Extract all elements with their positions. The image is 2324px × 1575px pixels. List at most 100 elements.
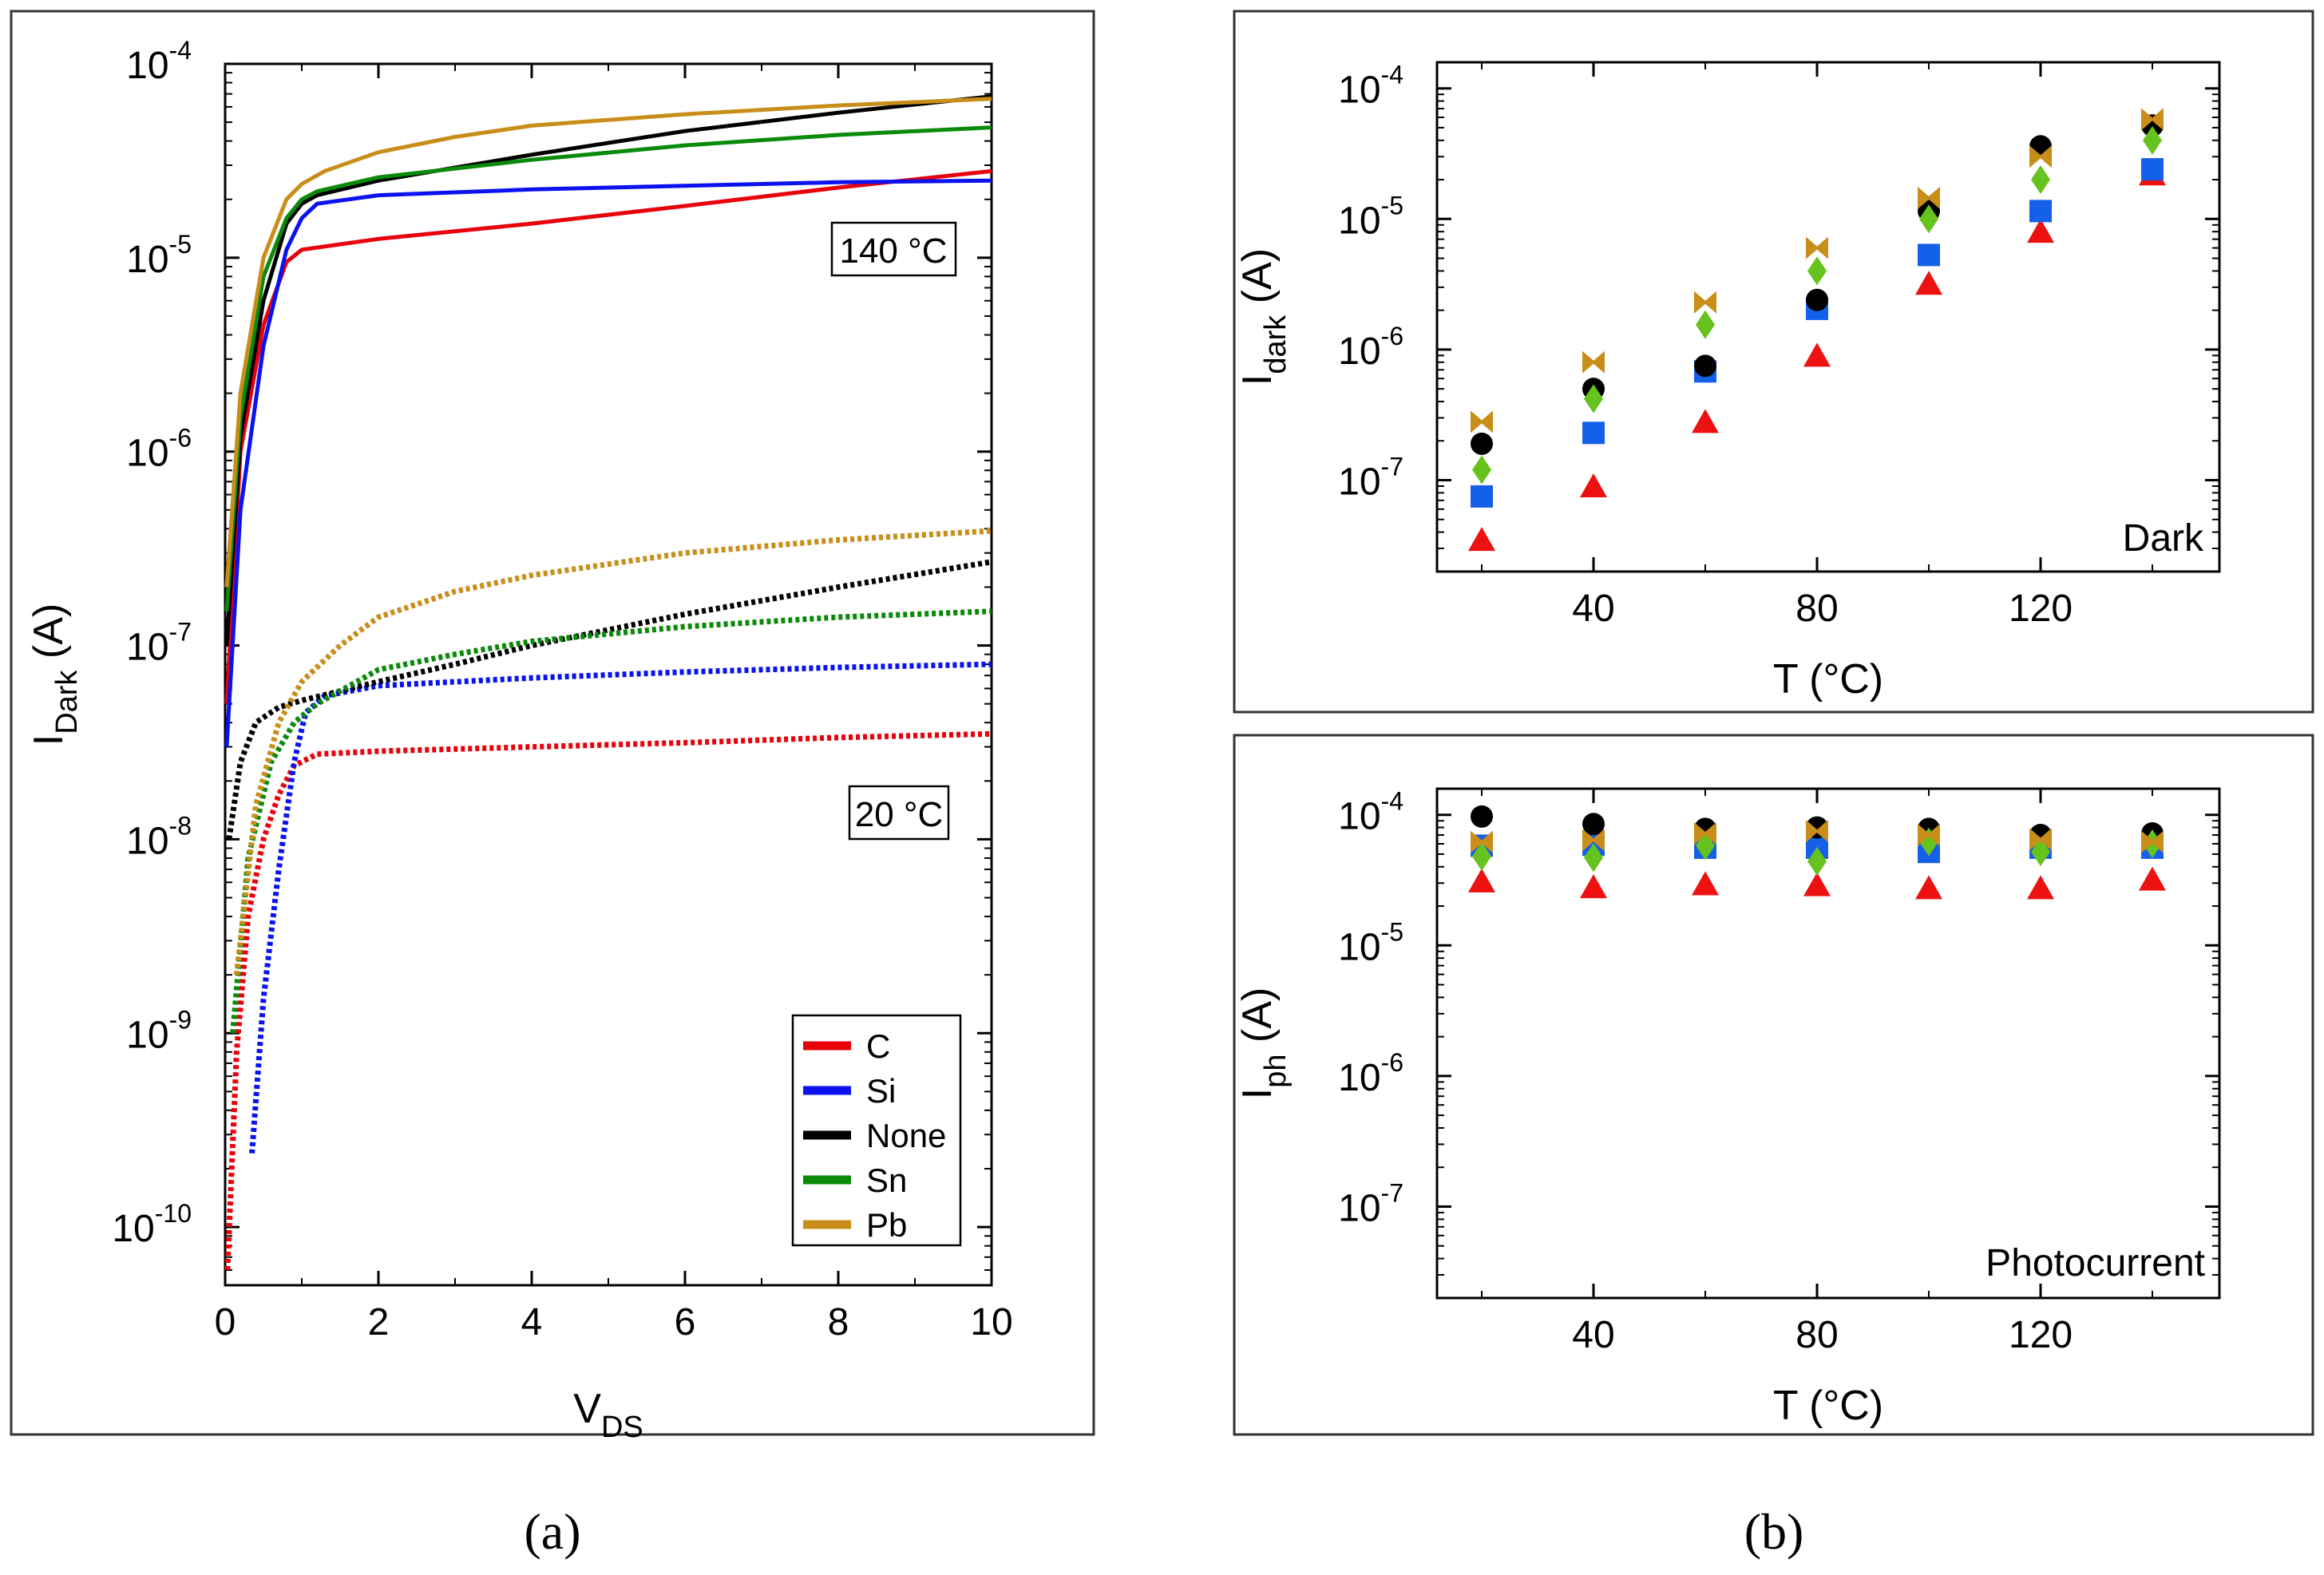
plot-a-xtick-label-0: 0: [215, 1301, 236, 1343]
plot-b-photocurrent-marker-pb-80: [1806, 820, 1828, 843]
plot-b-dark-marker-si-100: [1918, 243, 1940, 267]
plot-b-dark-ytick-label-0: 10-4: [1338, 61, 1404, 112]
plot-b-dark-marker-sn-100: [1919, 204, 1938, 234]
legend-label-pb: Pb: [866, 1206, 907, 1244]
plot-b-dark-marker-pb-20: [1471, 410, 1493, 433]
annotation-20c-box: [848, 785, 950, 841]
plot-a-xtick-label-1: 2: [368, 1301, 390, 1343]
plot-b-photocurrent-marker-c-80: [1803, 872, 1831, 896]
plot-b-photocurrent-marker-sn-80: [1807, 847, 1827, 877]
legend-label-si: Si: [866, 1072, 896, 1110]
legend-box: [791, 1014, 962, 1247]
panel-label-photocurrent: Photocurrent: [1985, 1242, 2205, 1284]
plot-b-dark-marker-si-40: [1582, 421, 1605, 445]
panel-label-dark: Dark: [2123, 517, 2204, 560]
plot-b-photocurrent-xtick-label-1: 80: [1795, 1314, 1838, 1356]
annotation-20c: 20 °C: [855, 795, 944, 834]
plot-b-dark-marker-sn-80: [1807, 256, 1827, 286]
plot-b-photocurrent-marker-pb-100: [1918, 824, 1940, 847]
annotation-140c: 140 °C: [839, 232, 947, 271]
plot-b-photocurrent-marker-sn-20: [1472, 841, 1491, 871]
plot-a-ytick-label-5: 10-9: [126, 1005, 192, 1056]
plot-b-dark-marker-pb-120: [2029, 145, 2052, 168]
plot-b-dark: 10-4 10-5 10-6 10-7 40 80 120: [1338, 61, 2221, 630]
plot-b-dark-marker-c-120: [2027, 219, 2054, 243]
caption-a: (a): [524, 1503, 580, 1560]
plot-b-photocurrent-ytick-label-3: 10-7: [1338, 1178, 1404, 1229]
plot-b-dark-marker-sn-120: [2031, 165, 2050, 195]
plot-a-ytick-label-3: 10-7: [126, 618, 192, 669]
plot-b-photocurrent-ytick-label-0: 10-4: [1338, 787, 1404, 838]
legend-label-sn: Sn: [866, 1161, 907, 1199]
plot-b-photocurrent-marker-pb-60: [1694, 822, 1716, 845]
plot-b-photocurrent-marker-c-60: [1692, 871, 1719, 896]
plot-b-photocurrent-marker-c-40: [1580, 874, 1607, 899]
x-axis-label-a: VDS: [573, 1386, 643, 1444]
plot-b-dark-marker-sn-140: [2143, 125, 2162, 155]
plot-b-photocurrent-marker-pb-140: [2141, 830, 2164, 853]
panel-b-top-frame: [1233, 10, 2314, 714]
plot-b-photocurrent: 10-4 10-5 10-6 10-7 40 80 120: [1338, 787, 2221, 1356]
plot-b-dark-marker-pb-100: [1918, 186, 1940, 209]
plot-b-dark-marker-c-40: [1580, 473, 1607, 497]
plot-b-photocurrent-marker-sn-40: [1584, 843, 1603, 873]
plot-b-dark-marker-none-60: [1694, 354, 1716, 378]
plot-b-dark-xtick-label-1: 80: [1795, 588, 1838, 630]
y-axis-label-a: IDark (A): [26, 603, 84, 746]
plot-b-photocurrent-ytick-label-1: 10-5: [1338, 917, 1404, 968]
plot-b-photocurrent-marker-c-120: [2027, 875, 2054, 900]
plot-b-dark-marker-none-80: [1806, 288, 1828, 311]
plot-b-dark-ytick-label-1: 10-5: [1338, 191, 1404, 242]
plot-a-xtick-label-4: 8: [828, 1301, 849, 1343]
plot-b-dark-xtick-label-0: 40: [1572, 588, 1614, 630]
series-line-pb-140-c: [224, 97, 992, 588]
plot-b-photocurrent-marker-c-100: [1915, 875, 1942, 900]
legend-label-c: C: [866, 1027, 890, 1065]
plot-b-dark-marker-pb-60: [1694, 291, 1716, 314]
plot-a-ytick-label-0: 10-4: [126, 36, 192, 87]
panel-a-frame: [10, 10, 1095, 1436]
plot-a-xtick-label-3: 6: [675, 1301, 696, 1343]
series-line-c-20-c: [224, 730, 992, 1271]
plot-b-photocurrent-marker-none-40: [1582, 813, 1605, 836]
plot-b-photocurrent-marker-c-20: [1468, 868, 1495, 892]
plot-b-dark-ytick-label-3: 10-7: [1338, 452, 1404, 503]
plot-b-dark-marker-sn-60: [1696, 310, 1715, 339]
legend: C Si None Sn Pb: [791, 1014, 962, 1247]
plot-b-photocurrent-xtick-label-2: 120: [2009, 1314, 2073, 1356]
plot-b-dark-marker-pb-140: [2141, 108, 2164, 131]
plot-b-dark-marker-c-20: [1468, 527, 1495, 552]
plot-b-dark-marker-c-80: [1803, 342, 1831, 367]
plot-b-dark-marker-pb-40: [1582, 350, 1605, 374]
plot-b-photocurrent-xtick-label-0: 40: [1572, 1314, 1614, 1356]
plot-a-ytick-label-4: 10-8: [126, 811, 192, 862]
plot-b-dark-xtick-label-2: 120: [2009, 588, 2073, 630]
plot-b-photocurrent-marker-pb-40: [1582, 829, 1605, 852]
series-line-sn-140-c: [224, 125, 992, 611]
plot-b-photocurrent-marker-pb-120: [2029, 828, 2052, 851]
plot-b-dark-marker-none-20: [1471, 432, 1493, 455]
plot-b-dark-ytick-label-2: 10-6: [1338, 322, 1404, 373]
plot-b-photocurrent-marker-c-140: [2139, 866, 2166, 891]
plot-b-dark-marker-sn-40: [1584, 384, 1603, 414]
x-axis-label-b-dark: T (°C): [1773, 656, 1883, 702]
plot-b-dark-marker-si-20: [1471, 485, 1493, 508]
series-line-sn-20-c: [230, 608, 992, 1034]
series-line-none-140-c: [224, 94, 992, 646]
y-axis-label-b-dark: Idark (A): [1234, 248, 1293, 386]
plot-a-ytick-label-6: 10-10: [112, 1199, 192, 1250]
annotation-140c-box: [830, 221, 957, 277]
plot-b-dark-marker-sn-20: [1472, 455, 1491, 485]
plot-b-dark-marker-si-140: [2141, 158, 2164, 181]
y-axis-label-b-photocurrent: Iph (A): [1234, 987, 1293, 1100]
plot-b-dark-marker-si-120: [2029, 200, 2052, 223]
series-line-si-140-c: [224, 178, 992, 747]
plot-a-ytick-label-2: 10-6: [126, 424, 192, 475]
series-line-pb-20-c: [233, 528, 992, 975]
plot-a-xtick-label-2: 4: [521, 1301, 543, 1343]
plot-b-dark-axes-box: [1435, 61, 2221, 573]
caption-b: (b): [1744, 1503, 1804, 1560]
plot-b-dark-marker-c-60: [1692, 409, 1719, 433]
plot-b-photocurrent-marker-none-20: [1471, 805, 1493, 828]
